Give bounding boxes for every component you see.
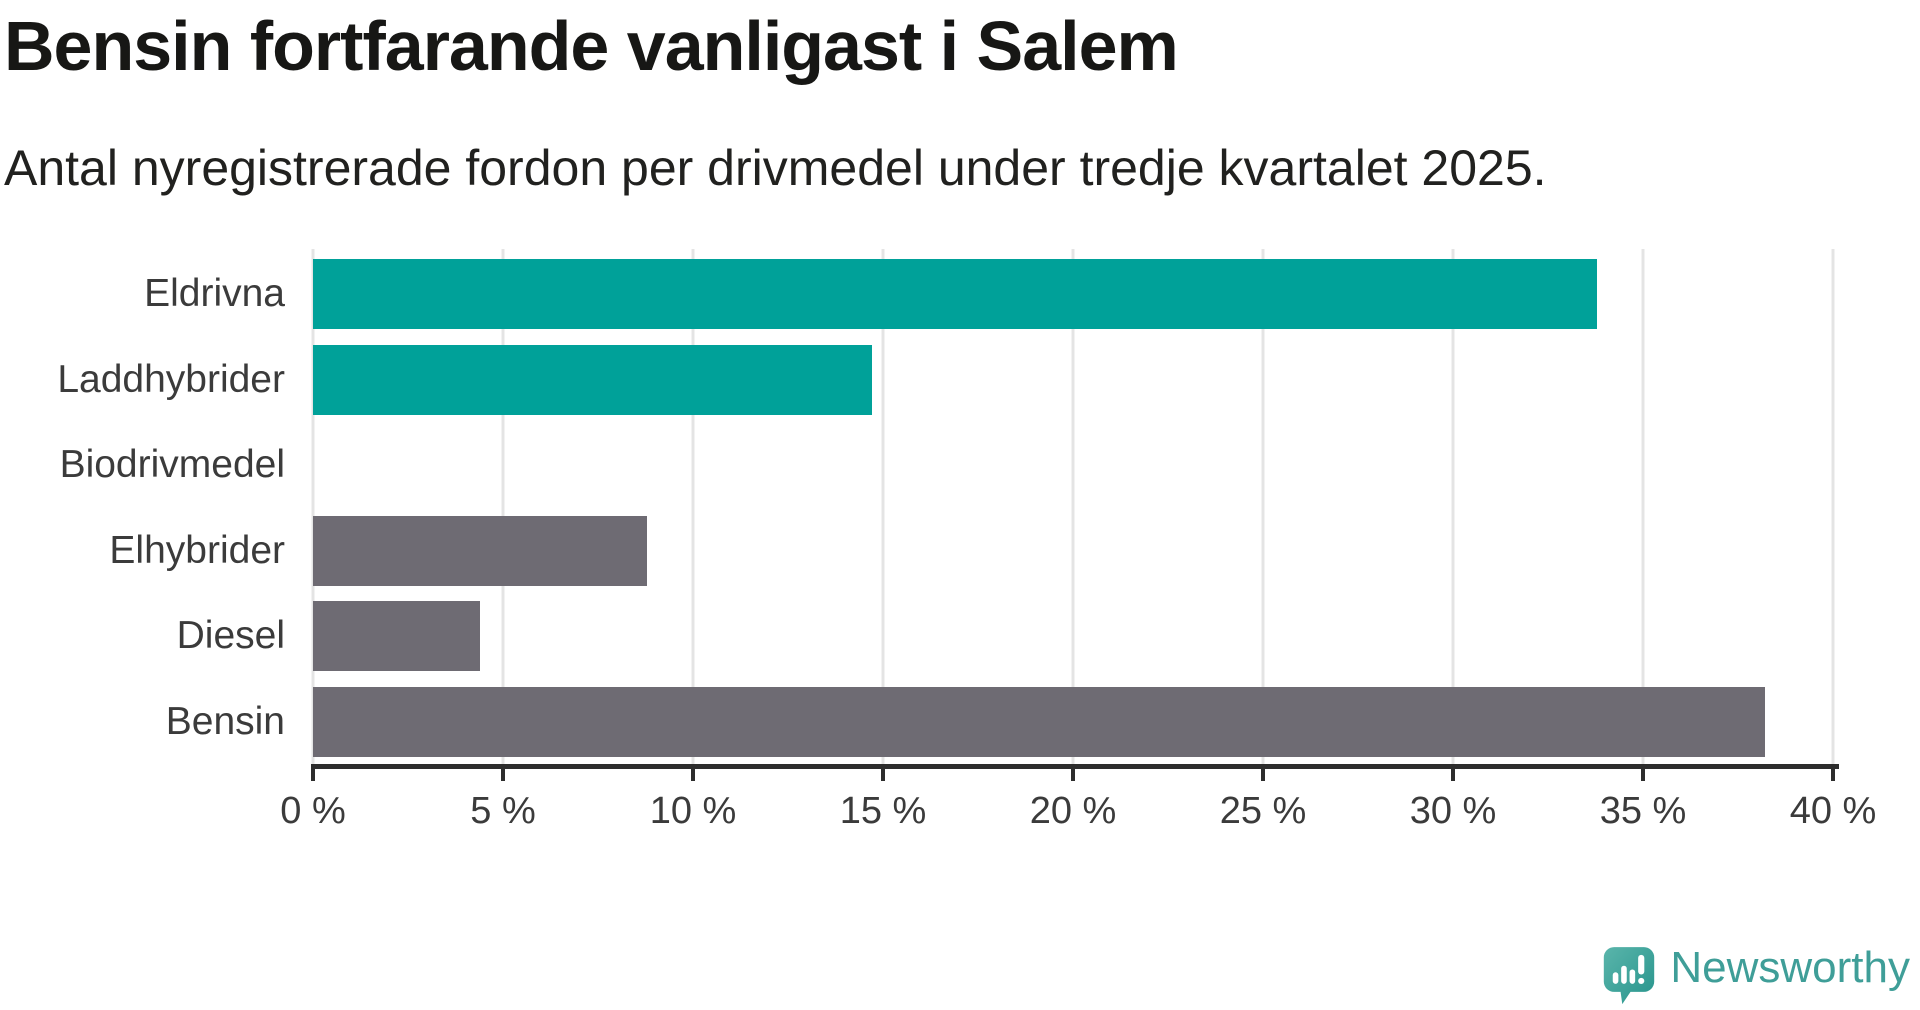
axis-tick-mark — [1071, 764, 1075, 781]
category-label: Elhybrider — [109, 528, 285, 572]
gridline — [1641, 249, 1645, 764]
bar-elhybrider — [313, 515, 648, 586]
axis-tick-mark — [311, 764, 315, 781]
category-label: Eldrivna — [144, 272, 285, 315]
plot-area: 0 % 5 % 10 % 15 % 20 % 25 % 30 % 35 % 40 % — [280, 248, 1876, 832]
x-tick-label: 20 % — [1029, 790, 1117, 832]
x-tick-label: 35 % — [1599, 790, 1687, 832]
x-tick-label: 25 % — [1219, 790, 1307, 832]
bar-eldrivna — [313, 259, 1598, 329]
chart-title: Bensin fortfarande vanligast i Salem — [4, 7, 1179, 85]
x-tick-label: 5 % — [470, 790, 536, 832]
axis-tick-mark — [1261, 764, 1265, 781]
gridline — [1451, 249, 1455, 764]
axis-tick-mark — [501, 764, 505, 781]
category-label: Bensin — [165, 700, 285, 743]
brand-name: Newsworthy — [1670, 943, 1910, 992]
x-tick-label: 10 % — [649, 790, 737, 832]
gridline — [501, 249, 505, 764]
gridline — [311, 249, 315, 764]
gridline — [1261, 249, 1265, 764]
category-label: Laddhybrider — [57, 357, 285, 401]
x-axis-line — [311, 764, 1839, 769]
x-tick-label: 15 % — [839, 790, 927, 832]
axis-tick-mark — [1641, 764, 1645, 781]
axis-tick-mark — [1451, 764, 1455, 781]
bar-laddhybrider — [313, 344, 872, 415]
gridline — [1071, 249, 1075, 764]
chart-subtitle: Antal nyregistrerade fordon per drivmede… — [4, 140, 1547, 196]
gridline — [691, 249, 695, 764]
bar-diesel — [313, 601, 481, 672]
x-tick-label: 30 % — [1409, 790, 1497, 832]
brand-footer[interactable]: Newsworthy — [1601, 944, 1910, 1008]
axis-tick-mark — [881, 764, 885, 781]
axis-tick-mark — [691, 764, 695, 781]
category-label: Diesel — [176, 614, 285, 658]
x-tick-label: 0 % — [280, 790, 346, 832]
gridline — [1831, 249, 1835, 764]
category-labels: Eldrivna Laddhybrider Biodrivmedel Elhybrid… — [0, 248, 285, 766]
gridline — [881, 249, 885, 764]
x-tick-label: 40 % — [1789, 790, 1877, 832]
category-label: Biodrivmedel — [59, 443, 285, 487]
bar-bensin — [313, 687, 1765, 757]
axis-tick-mark — [1831, 764, 1835, 781]
newsworthy-logo-icon — [1604, 947, 1655, 1005]
